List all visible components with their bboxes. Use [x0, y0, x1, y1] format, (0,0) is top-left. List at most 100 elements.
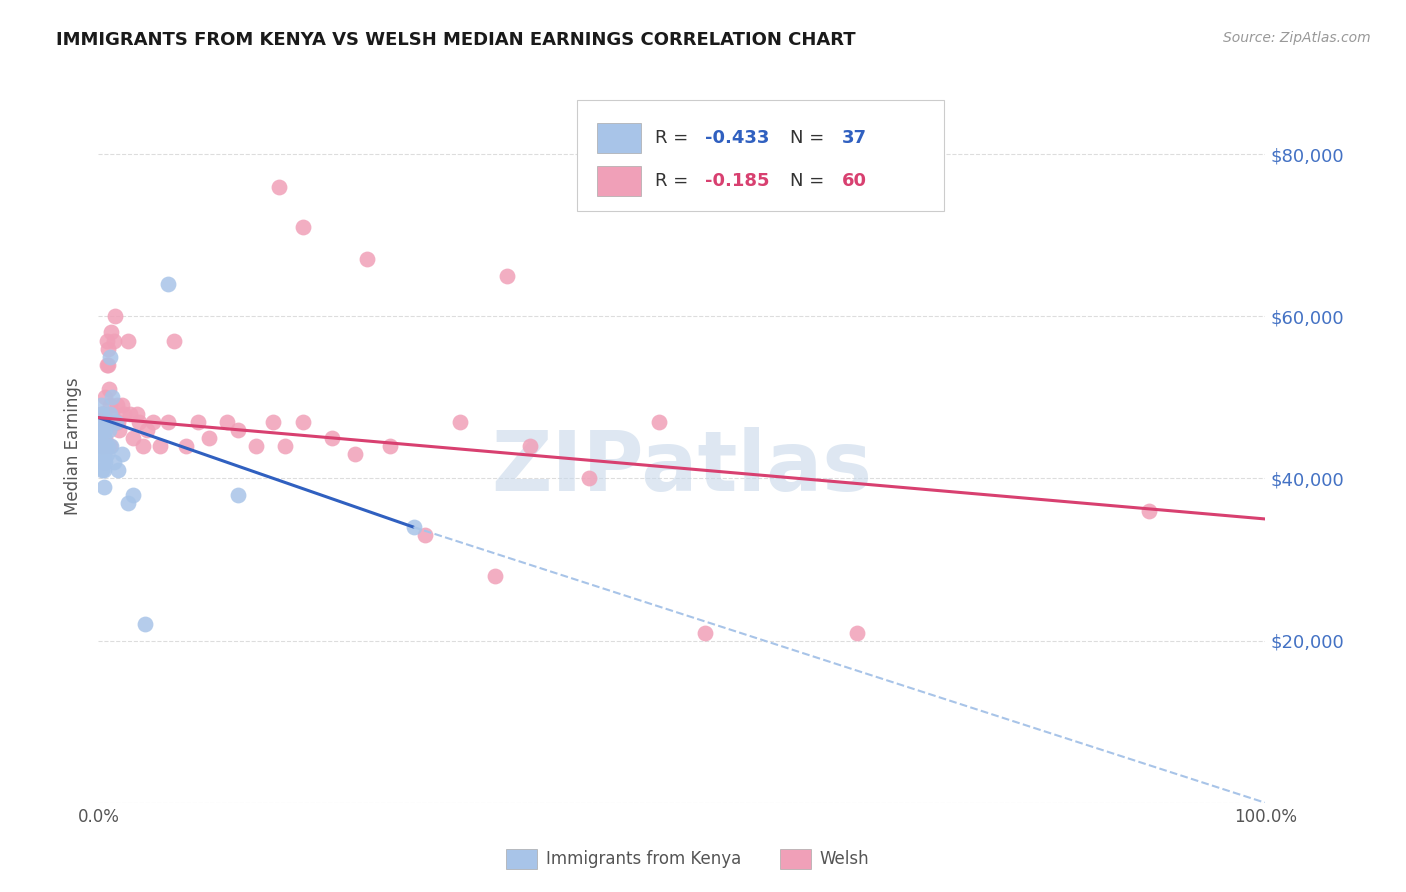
Point — [91, 455, 114, 469]
Point — [132, 439, 155, 453]
Point — [93, 407, 115, 421]
Point — [101, 407, 124, 421]
Point — [291, 415, 314, 429]
Point — [96, 334, 118, 348]
Point — [163, 334, 186, 348]
Point — [90, 447, 112, 461]
Text: R =: R = — [655, 171, 695, 189]
Point — [695, 625, 717, 640]
Point — [90, 423, 112, 437]
Point — [647, 415, 669, 429]
Point — [228, 423, 250, 437]
Point — [118, 407, 141, 421]
Text: ZIPatlas: ZIPatlas — [492, 427, 872, 508]
Point — [846, 625, 869, 640]
Point — [142, 415, 165, 429]
Point — [97, 358, 120, 372]
Point — [97, 342, 120, 356]
Text: N =: N = — [790, 171, 831, 189]
Point — [93, 415, 115, 429]
Point — [245, 439, 267, 453]
Point — [215, 415, 238, 429]
Point — [128, 415, 150, 429]
Point — [94, 390, 117, 404]
Point — [117, 334, 139, 348]
Point — [97, 423, 120, 437]
Point — [98, 399, 121, 413]
Point — [90, 407, 112, 421]
Point — [107, 415, 129, 429]
Point — [93, 479, 115, 493]
Point — [90, 407, 112, 421]
Point — [94, 431, 117, 445]
Point — [105, 399, 128, 413]
Text: 60: 60 — [842, 171, 866, 189]
Point — [111, 399, 134, 413]
Point — [1137, 504, 1160, 518]
Point — [90, 399, 112, 413]
Point — [91, 423, 114, 437]
Point — [228, 488, 250, 502]
FancyBboxPatch shape — [576, 100, 945, 211]
FancyBboxPatch shape — [596, 166, 641, 196]
Point — [90, 423, 112, 437]
Point — [89, 431, 111, 445]
Point — [107, 463, 129, 477]
Point — [198, 431, 221, 445]
Point — [519, 439, 541, 453]
Point — [117, 496, 139, 510]
Text: Immigrants from Kenya: Immigrants from Kenya — [546, 850, 741, 868]
Point — [578, 471, 600, 485]
Text: -0.433: -0.433 — [706, 128, 769, 146]
Point — [122, 431, 145, 445]
Text: -0.185: -0.185 — [706, 171, 769, 189]
Text: 37: 37 — [842, 128, 866, 146]
Point — [262, 415, 284, 429]
Point — [108, 423, 131, 437]
Point — [321, 431, 343, 445]
Text: Welsh: Welsh — [820, 850, 869, 868]
Point — [94, 423, 117, 437]
Point — [91, 415, 114, 429]
Point — [187, 415, 209, 429]
Point — [93, 439, 115, 453]
Point — [344, 447, 367, 461]
Point — [291, 220, 314, 235]
Point — [269, 179, 291, 194]
Point — [402, 520, 425, 534]
Point — [274, 439, 297, 453]
Point — [90, 463, 112, 477]
Point — [356, 252, 378, 267]
Point — [97, 439, 120, 453]
Y-axis label: Median Earnings: Median Earnings — [65, 377, 83, 515]
Point — [104, 415, 127, 429]
Point — [98, 350, 121, 364]
Point — [98, 439, 121, 453]
Point — [157, 415, 180, 429]
Point — [413, 528, 436, 542]
FancyBboxPatch shape — [596, 123, 641, 153]
Point — [90, 439, 112, 453]
Point — [103, 334, 125, 348]
Text: R =: R = — [655, 128, 695, 146]
Point — [93, 447, 115, 461]
Point — [174, 439, 197, 453]
Point — [96, 358, 118, 372]
Point — [449, 415, 471, 429]
Point — [90, 407, 112, 421]
Point — [100, 326, 122, 340]
Point — [104, 415, 127, 429]
Point — [157, 277, 180, 291]
Point — [89, 415, 111, 429]
Point — [136, 423, 159, 437]
Point — [94, 455, 117, 469]
Point — [103, 455, 125, 469]
Text: IMMIGRANTS FROM KENYA VS WELSH MEDIAN EARNINGS CORRELATION CHART: IMMIGRANTS FROM KENYA VS WELSH MEDIAN EA… — [56, 31, 856, 49]
Point — [101, 390, 124, 404]
Point — [112, 407, 135, 421]
Point — [94, 439, 117, 453]
Point — [149, 439, 172, 453]
Text: N =: N = — [790, 128, 831, 146]
Point — [90, 439, 112, 453]
Point — [93, 431, 115, 445]
